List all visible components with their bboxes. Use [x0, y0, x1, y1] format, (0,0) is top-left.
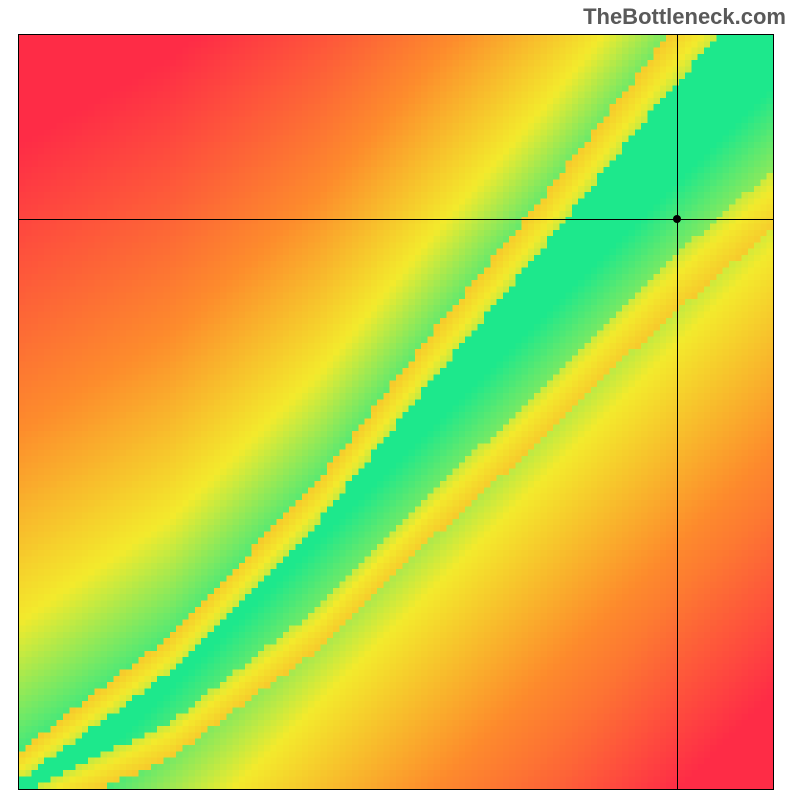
watermark-label: TheBottleneck.com — [583, 4, 786, 30]
crosshair-vertical — [677, 35, 678, 789]
plot-area — [18, 34, 774, 790]
heatmap-canvas — [19, 35, 773, 789]
crosshair-horizontal — [19, 219, 773, 220]
crosshair-marker — [673, 215, 681, 223]
